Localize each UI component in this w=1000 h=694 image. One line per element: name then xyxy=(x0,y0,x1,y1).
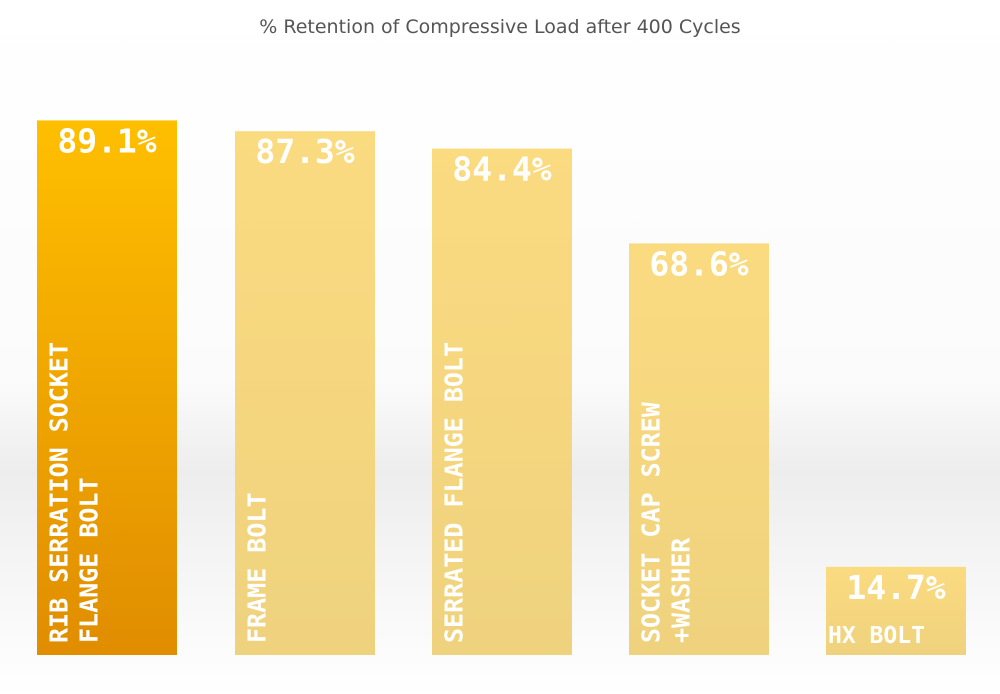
bar-socket-cap-screw-washer xyxy=(629,243,769,655)
value-label: 87.3% xyxy=(255,132,354,171)
category-label: SERRATED FLANGE BOLT xyxy=(440,342,469,643)
category-label: SOCKET CAP SCREW xyxy=(637,401,666,643)
bar-rib-serration-socket-flange-bolt xyxy=(37,120,177,655)
value-label: 68.6% xyxy=(649,244,748,283)
value-label: 14.7% xyxy=(846,568,945,607)
bar-hx-bolt xyxy=(826,566,966,655)
category-label: FRAME BOLT xyxy=(243,492,272,643)
value-label: 89.1% xyxy=(57,121,156,160)
category-label: RIB SERRATION SOCKET xyxy=(45,342,74,643)
category-label: +WASHER xyxy=(667,537,696,643)
bar-frame-bolt xyxy=(235,131,375,655)
value-label: 84.4% xyxy=(452,150,551,189)
category-label: FLANGE BOLT xyxy=(75,477,104,643)
bar-serrated-flange-bolt xyxy=(432,148,572,655)
chart-title: % Retention of Compressive Load after 40… xyxy=(259,16,741,38)
category-label: HX BOLT xyxy=(828,623,925,649)
